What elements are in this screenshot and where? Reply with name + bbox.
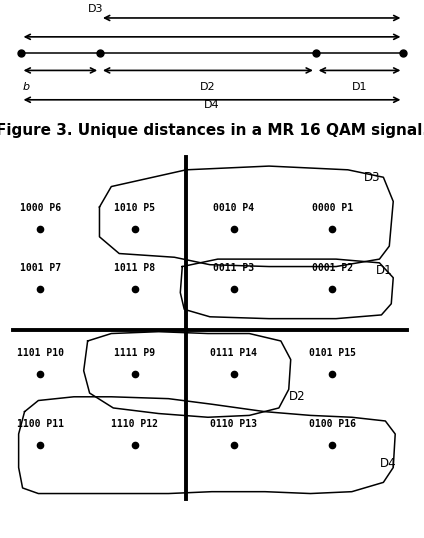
Text: 0110 P13: 0110 P13 bbox=[210, 419, 257, 429]
Text: 0100 P16: 0100 P16 bbox=[309, 419, 356, 429]
Text: D1: D1 bbox=[352, 82, 367, 92]
Text: D3: D3 bbox=[364, 171, 380, 184]
Text: 0011 P3: 0011 P3 bbox=[213, 263, 254, 273]
Text: D3: D3 bbox=[88, 4, 103, 13]
Text: 1100 P11: 1100 P11 bbox=[17, 419, 64, 429]
Text: D4: D4 bbox=[379, 457, 396, 470]
Text: 0010 P4: 0010 P4 bbox=[213, 203, 254, 213]
Text: 0111 P14: 0111 P14 bbox=[210, 348, 257, 358]
Text: 1110 P12: 1110 P12 bbox=[112, 419, 159, 429]
Text: 0000 P1: 0000 P1 bbox=[312, 203, 353, 213]
Text: 1000 P6: 1000 P6 bbox=[20, 203, 61, 213]
Text: Figure 3. Unique distances in a MR 16 QAM signal.: Figure 3. Unique distances in a MR 16 QA… bbox=[0, 123, 424, 138]
Text: D2: D2 bbox=[289, 390, 305, 404]
Text: 1111 P9: 1111 P9 bbox=[114, 348, 156, 358]
Text: b: b bbox=[23, 82, 30, 92]
Text: D2: D2 bbox=[200, 82, 216, 92]
Text: D4: D4 bbox=[204, 100, 220, 110]
Text: 1011 P8: 1011 P8 bbox=[114, 263, 156, 273]
Text: 1010 P5: 1010 P5 bbox=[114, 203, 156, 213]
Text: 1101 P10: 1101 P10 bbox=[17, 348, 64, 358]
Text: D1: D1 bbox=[376, 264, 392, 277]
Text: 0101 P15: 0101 P15 bbox=[309, 348, 356, 358]
Text: 0001 P2: 0001 P2 bbox=[312, 263, 353, 273]
Text: 1001 P7: 1001 P7 bbox=[20, 263, 61, 273]
